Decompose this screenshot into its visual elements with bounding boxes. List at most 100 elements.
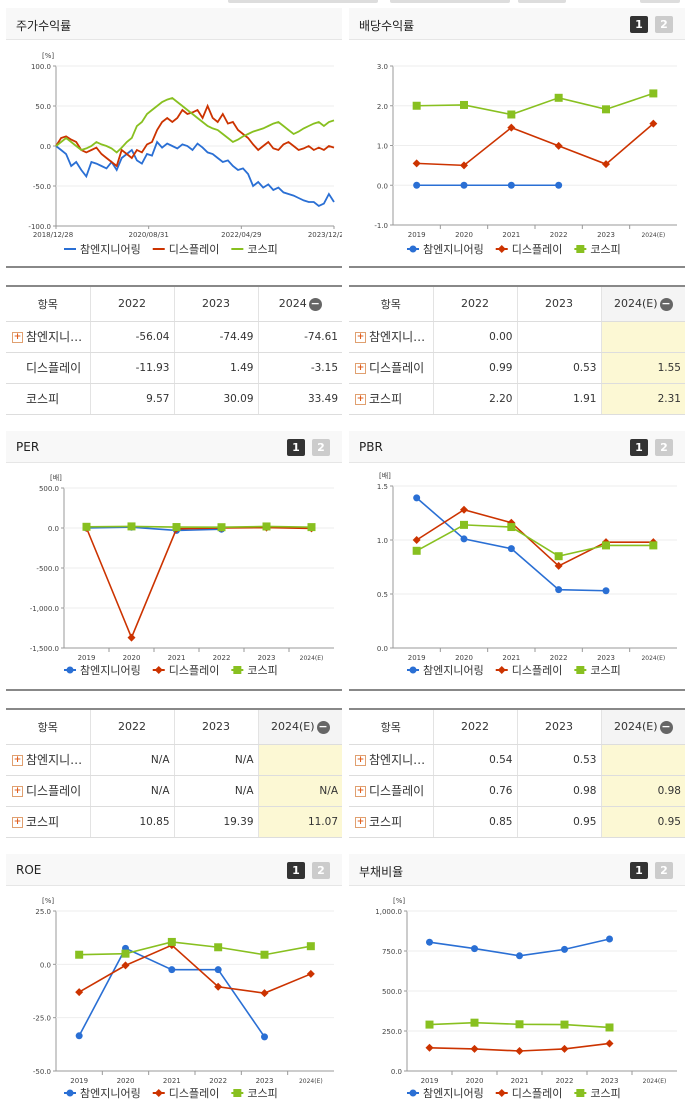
table-cell: -3.15 [257,352,342,384]
stock-return-panel: 주가수익률 [%] 100.0 50.0 0.0 -50.0 -100.0 2018/12/… [6,8,342,268]
y-tick-label: -100.0 [28,223,51,231]
collapse-icon[interactable]: − [308,296,322,311]
legend-marker [497,666,506,674]
expand-plus-icon[interactable]: + [355,817,366,828]
roe-chart: [%] 25.0 0.0 -25.0 -50.0 2019 2020 2021 2022 2023… [33,897,334,1100]
collapse-icon[interactable]: − [659,296,673,311]
toggle-1-button[interactable]: 1 [287,862,305,879]
y-tick-label: -500.0 [36,565,59,573]
expand-plus-icon[interactable]: + [355,394,366,405]
legend-label: 코스피 [590,664,620,677]
data-point [554,561,563,570]
data-point [425,1043,434,1052]
header-year: 2022 [432,710,517,745]
toggle-1-button[interactable]: 1 [630,439,648,456]
x-tick-label: 2020 [123,654,141,662]
debt-ratio-chart: [%] 1,000.0 750.0 500.0 250.0 0.0 2019 2020 2021… [375,897,677,1100]
toggle-1-button[interactable]: 1 [630,862,648,879]
table-row: + 코스피 10.85 19.39 11.07 [6,806,342,838]
data-point [168,966,176,974]
x-tick-label: 2020/08/31 [128,231,168,239]
table-cell: 9.57 [89,383,174,415]
data-point [412,101,421,110]
table-cell: 2.31 [600,383,685,415]
y-tick-label: -50.0 [33,183,51,191]
series-line-1 [416,508,654,567]
expand-plus-icon[interactable]: + [12,786,23,797]
x-tick-label: 2022/04/29 [221,231,261,239]
expand-plus-icon[interactable]: + [355,755,366,766]
y-tick-label: -1,500.0 [30,645,59,653]
table-cell [516,321,601,353]
expand-plus-icon[interactable]: + [355,363,366,374]
series-line-1 [416,123,654,167]
panel-header: PBR 1 2 [349,431,685,463]
legend-marker [66,1089,74,1097]
y-tick-label: 0.0 [377,645,388,653]
data-point [561,945,568,953]
data-point [127,522,136,531]
table-cell: 30.09 [173,383,258,415]
header-label: 2023 [202,297,230,311]
legend-label: 코스피 [590,1087,620,1100]
y-tick-label: 100.0 [31,63,51,71]
toggle-2-button[interactable]: 2 [312,862,330,879]
series-line-2 [416,524,654,558]
toggle-2-button[interactable]: 2 [312,439,330,456]
expand-plus-icon[interactable]: + [355,332,366,343]
x-tick-label: 2022 [213,654,231,662]
collapse-icon[interactable]: − [659,719,673,734]
data-point [214,966,222,974]
toggle-2-button[interactable]: 2 [655,862,673,879]
x-tick-label: 2021 [168,654,186,662]
data-point [507,523,516,532]
table-cell: 19.39 [173,806,258,838]
header-year: 2024(E) − [600,287,685,322]
table-cell: N/A [89,775,174,807]
header-year: 2023 [516,710,601,745]
expand-plus-icon[interactable]: + [355,786,366,797]
panel-header: ROE 1 2 [6,854,342,886]
toggle-2-button[interactable]: 2 [655,16,673,33]
header-year: 2022 [89,710,174,745]
toggle-1-button[interactable]: 1 [630,16,648,33]
toggle-1-button[interactable]: 1 [287,439,305,456]
table-cell: 33.49 [257,383,342,415]
table-cell: -74.49 [173,321,258,353]
header-year: 2023 [173,710,258,745]
legend-label: 참엔지니어링 [423,1087,484,1100]
data-point [606,935,613,943]
x-tick-label: 2023 [258,654,276,662]
y-tick-label: 0.5 [377,591,388,599]
roe-panel: ROE 1 2 [%] 25.0 0.0 -25.0 -50.0 2019 2020 2021… [6,854,342,1112]
data-point [121,949,130,958]
x-tick-label: 2022 [556,1077,574,1085]
data-point [167,937,176,946]
expand-plus-icon[interactable]: + [12,755,23,766]
header-year: 2023 [516,287,601,322]
y-tick-label: 1,000.0 [375,908,402,916]
toggle-2-button[interactable]: 2 [655,439,673,456]
expand-plus-icon[interactable]: + [12,332,23,343]
table-cell: 2.20 [432,383,517,415]
legend-marker [233,1089,242,1097]
top-strip [0,0,691,6]
table-cell: 0.53 [516,744,601,776]
expand-plus-icon[interactable]: + [12,817,23,828]
data-point [127,633,136,642]
table-cell: 0.85 [432,806,517,838]
legend-marker [409,245,417,253]
stock-return-table: 항목 2022 2023 2024− + 참엔지니… -56.04 -74.49 -74.61 디… [6,287,342,415]
table-cell: N/A [173,744,258,776]
x-tick-label: 2020 [455,654,473,662]
x-tick-label: 2023 [601,1077,619,1085]
y-tick-label: 250.0 [382,1028,402,1036]
legend-label: 참엔지니어링 [80,243,141,256]
header-item: 항목 [349,287,433,322]
panel-title: 주가수익률 [16,19,72,33]
data-point [507,123,516,132]
x-tick-label: 2023 [256,1077,274,1085]
unit-label: [배] [50,473,62,482]
collapse-icon[interactable]: − [316,719,330,734]
legend-marker [66,666,74,674]
